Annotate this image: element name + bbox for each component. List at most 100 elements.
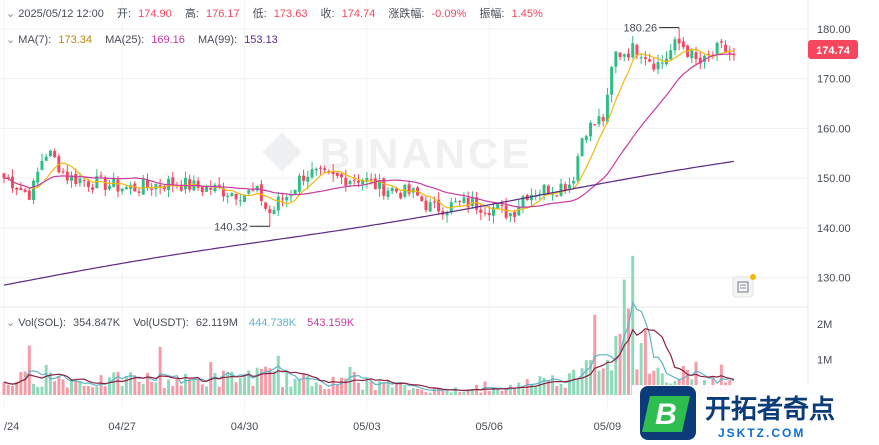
volume-bar bbox=[183, 373, 187, 395]
candle-body bbox=[120, 188, 124, 192]
price-axis: 180.00 170.00 160.00 150.00 140.00 130.00 bbox=[817, 24, 851, 285]
candle-body bbox=[302, 175, 306, 181]
volume-bar bbox=[314, 382, 318, 395]
volume-bar bbox=[648, 373, 652, 395]
volume-bar bbox=[272, 371, 276, 395]
candle-body bbox=[399, 192, 403, 199]
candle-body bbox=[698, 57, 702, 64]
low-marker-label: 140.32 bbox=[214, 221, 248, 233]
candle-body bbox=[567, 184, 571, 189]
volume-bar bbox=[449, 392, 453, 395]
candle-body bbox=[618, 52, 622, 57]
candle-body bbox=[356, 180, 360, 183]
volume-bar bbox=[285, 371, 289, 395]
candle-body bbox=[36, 171, 40, 183]
vol-sol-label: Vol(SOL): bbox=[18, 317, 66, 329]
candle-body bbox=[217, 184, 221, 188]
candle-body bbox=[407, 184, 411, 194]
volume-bar bbox=[361, 389, 365, 395]
ma7-line bbox=[4, 48, 735, 212]
candle-body bbox=[652, 63, 656, 70]
candle-body bbox=[420, 196, 424, 202]
volume-bar bbox=[150, 382, 154, 395]
indicator-widget-icon[interactable] bbox=[732, 274, 756, 298]
candle-body bbox=[627, 53, 630, 58]
chevron-down-icon[interactable]: ⌄ bbox=[6, 34, 18, 46]
candle-body bbox=[340, 174, 344, 178]
time-tick-label: 05/06 bbox=[475, 421, 503, 433]
volume-bar bbox=[352, 371, 356, 395]
volume-bar bbox=[19, 372, 23, 395]
time-tick-label: 04/30 bbox=[231, 421, 259, 433]
candle-body bbox=[428, 202, 432, 212]
volume-bar bbox=[428, 392, 432, 395]
volume-bar bbox=[318, 384, 322, 395]
candle-body bbox=[483, 212, 487, 214]
candle-body bbox=[732, 54, 736, 56]
volume-bar bbox=[589, 360, 593, 395]
volume-bar bbox=[694, 361, 698, 395]
candle-body bbox=[314, 168, 318, 171]
volume-bar bbox=[289, 386, 293, 395]
candle-body bbox=[48, 150, 52, 157]
price-tick-label: 160.00 bbox=[817, 123, 851, 135]
candle-body bbox=[15, 187, 19, 190]
volume-bar bbox=[487, 390, 491, 395]
candle-body bbox=[19, 187, 23, 191]
volume-bar bbox=[268, 368, 272, 395]
volume-bar bbox=[686, 369, 690, 395]
candle-body bbox=[643, 57, 647, 60]
candle-body bbox=[390, 188, 394, 192]
volume-bar bbox=[643, 330, 647, 395]
logo-letter: B bbox=[655, 398, 677, 431]
candle-body bbox=[44, 156, 48, 161]
volume-bar bbox=[454, 387, 457, 395]
candle-body bbox=[285, 197, 289, 201]
candle-body bbox=[534, 196, 538, 198]
candle-body bbox=[373, 178, 377, 190]
volume-bar bbox=[373, 389, 377, 395]
candle-body bbox=[145, 179, 149, 188]
volume-bar bbox=[635, 369, 639, 395]
volume-ma-slow bbox=[3, 328, 735, 392]
volume-bar bbox=[458, 392, 462, 395]
volume-bar bbox=[205, 386, 209, 395]
volume-bar bbox=[466, 389, 470, 395]
volume-bar bbox=[719, 364, 723, 395]
candle-body bbox=[479, 209, 483, 213]
candle-body bbox=[513, 212, 517, 217]
volume-bar bbox=[576, 378, 580, 395]
time-tick-label: /24 bbox=[4, 421, 19, 433]
volume-bar bbox=[504, 389, 508, 395]
candle-body bbox=[365, 177, 369, 182]
volume-bar bbox=[631, 255, 635, 395]
volume-bar bbox=[681, 365, 685, 395]
volume-bar bbox=[399, 381, 403, 395]
volume-bar bbox=[605, 359, 609, 395]
candle-body bbox=[276, 196, 280, 211]
volume-bars bbox=[2, 255, 736, 395]
chevron-down-icon[interactable]: ⌄ bbox=[6, 8, 18, 20]
chevron-down-icon[interactable]: ⌄ bbox=[6, 317, 18, 329]
price-tick-label: 130.00 bbox=[817, 273, 851, 285]
ma-legend: ⌄ MA(7): 173.34 MA(25): 169.16 MA(99): 1… bbox=[6, 34, 278, 46]
candle-body bbox=[466, 197, 470, 208]
candle-body bbox=[137, 191, 141, 193]
volume-bar bbox=[36, 386, 40, 395]
candle-body bbox=[580, 138, 584, 156]
ma7-value: 173.34 bbox=[58, 34, 92, 46]
candle-body bbox=[529, 194, 533, 201]
volume-bar bbox=[243, 373, 246, 395]
volume-bar bbox=[572, 369, 576, 395]
volume-bar bbox=[162, 388, 166, 395]
volume-bar bbox=[411, 387, 415, 395]
candle-body bbox=[27, 190, 31, 200]
volume-bar bbox=[445, 389, 449, 395]
candle-body bbox=[546, 185, 550, 195]
volume-bar bbox=[251, 385, 255, 395]
high-label: 高: bbox=[185, 6, 199, 20]
candle-body bbox=[310, 169, 314, 178]
candle-body bbox=[660, 62, 664, 64]
candle-body bbox=[78, 178, 82, 184]
